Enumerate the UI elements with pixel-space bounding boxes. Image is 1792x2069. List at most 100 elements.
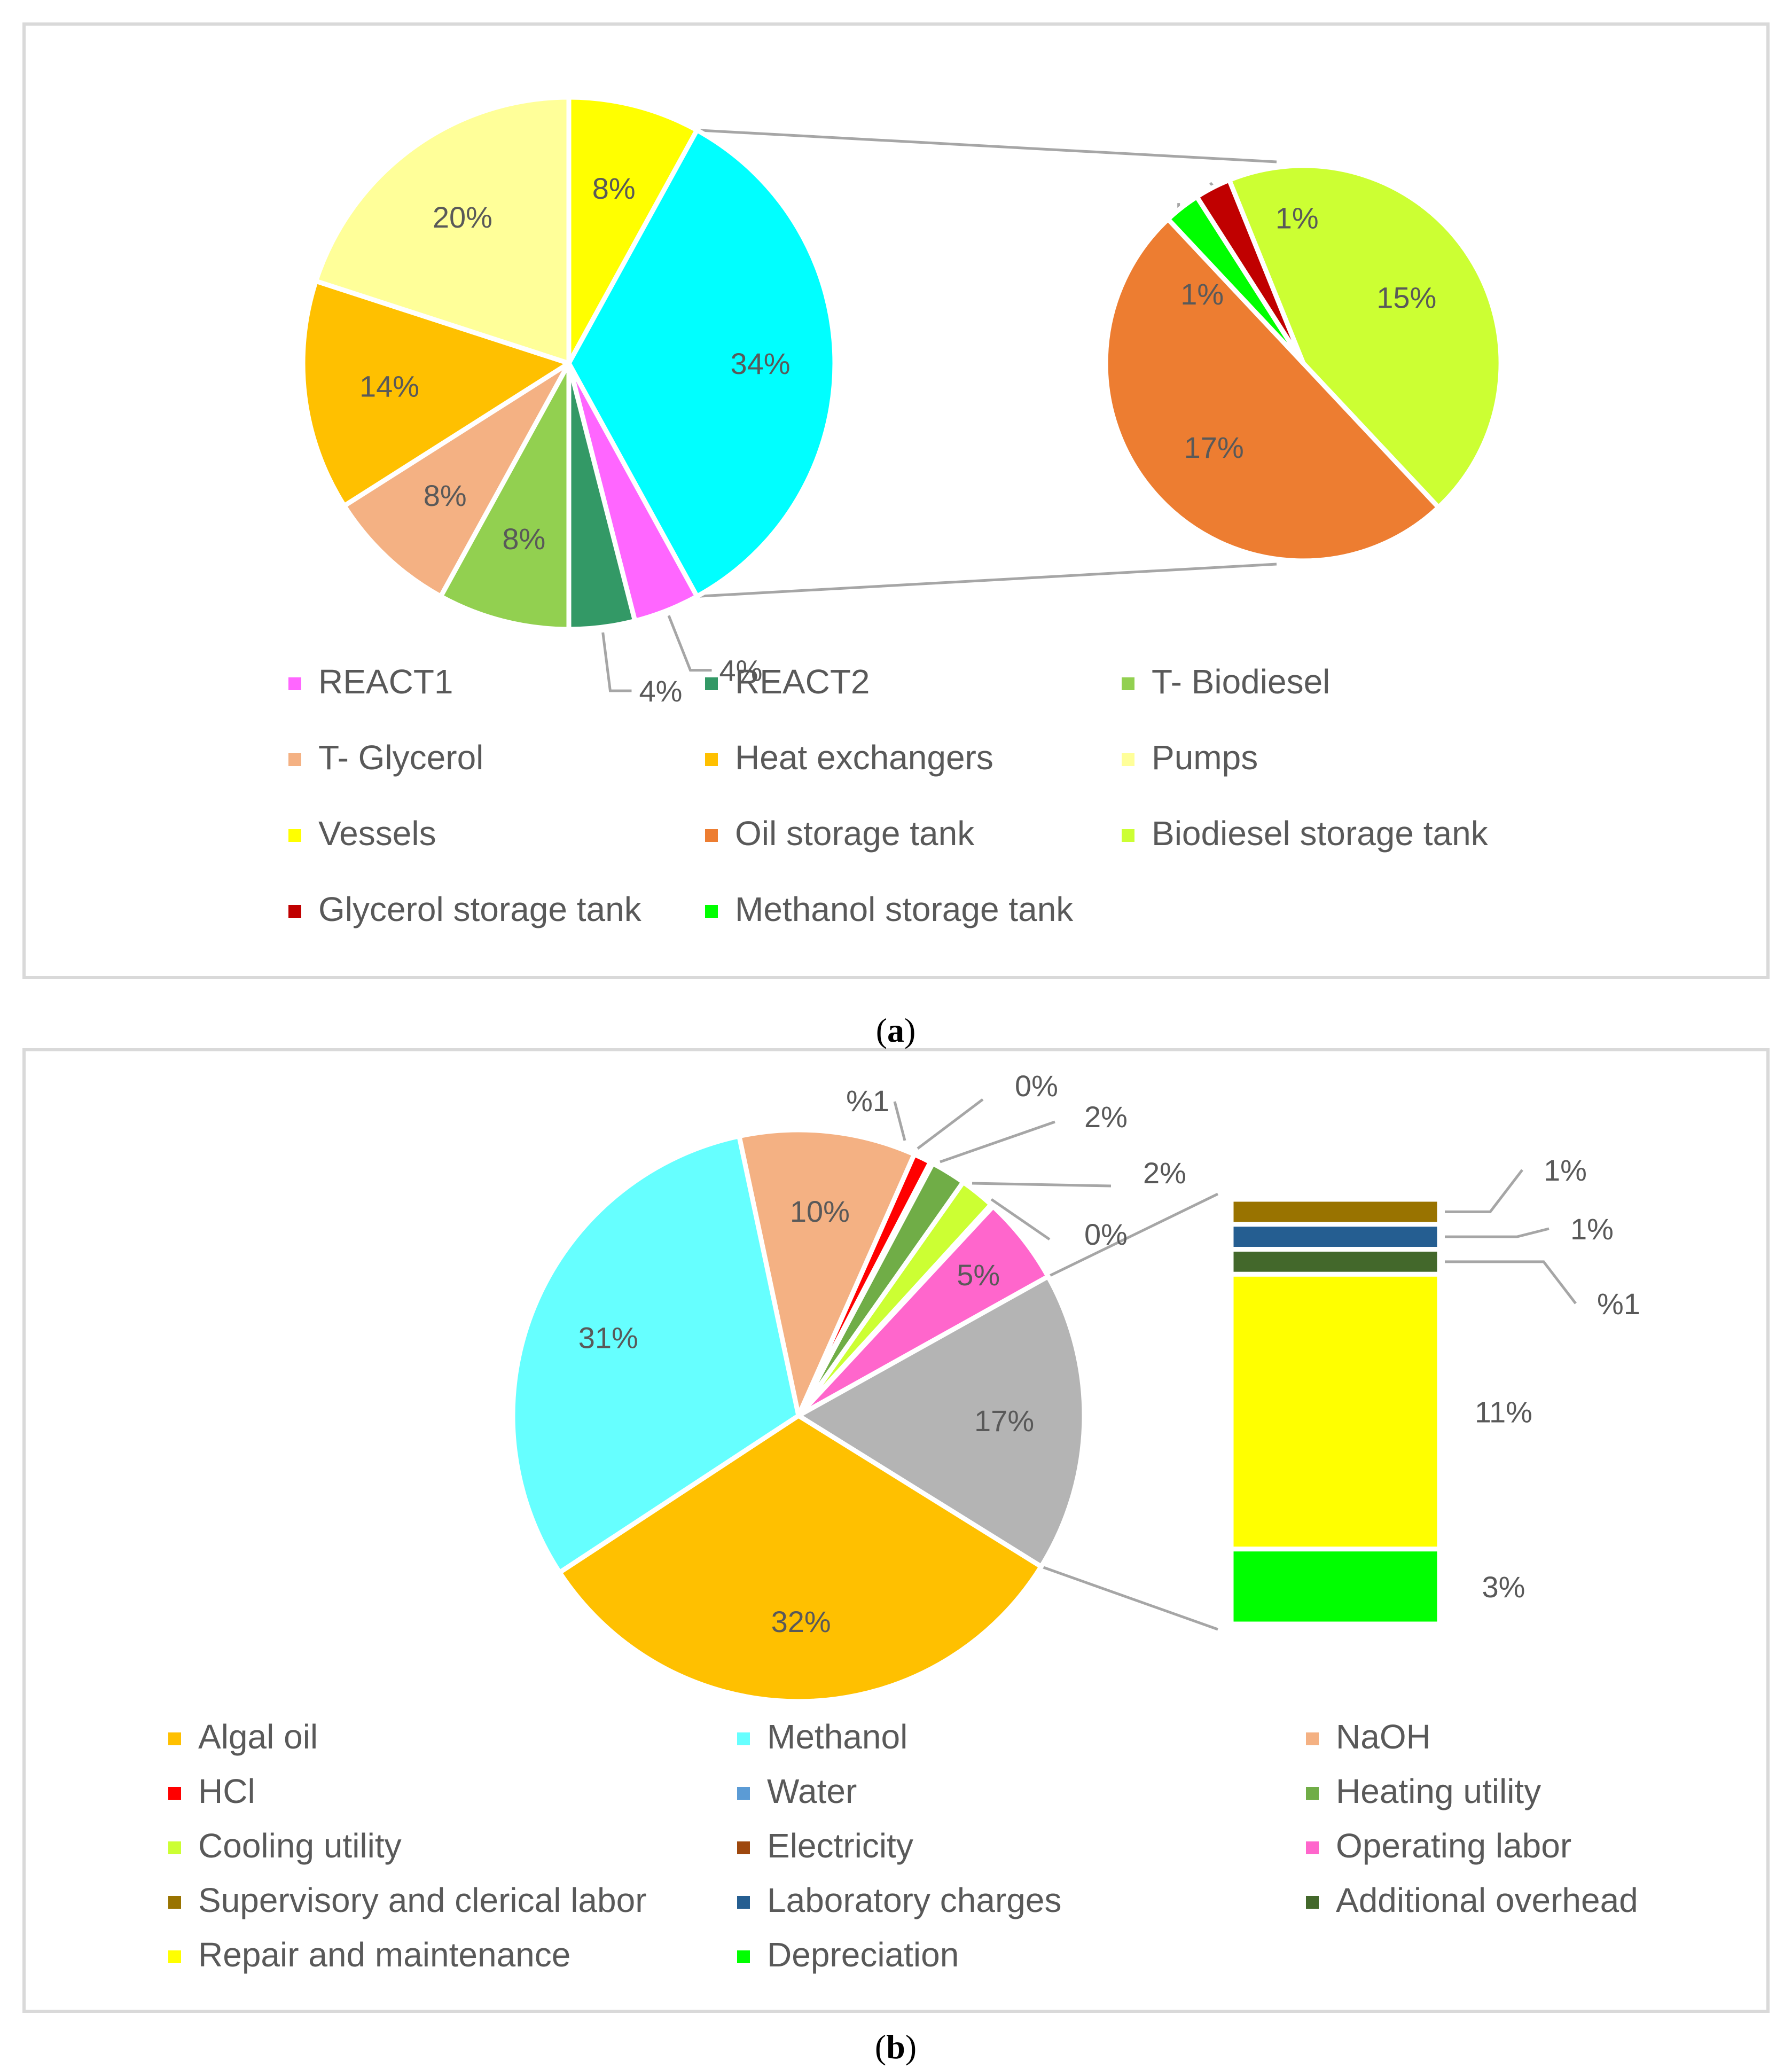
bar-b-label-additional-overhead: %1 bbox=[1597, 1287, 1640, 1321]
bar-b-segment-depreciation bbox=[1228, 1547, 1442, 1627]
pie-b-label-operating-labor: 5% bbox=[957, 1258, 1000, 1292]
legend-b-swatch-heating-utility bbox=[1306, 1787, 1319, 1800]
pie-b-label-methanol: 31% bbox=[578, 1321, 638, 1354]
legend-b-swatch-laboratory-charges bbox=[737, 1896, 750, 1909]
bar-b-secondary bbox=[1228, 1197, 1442, 1627]
bar-b-label-depreciation: 3% bbox=[1482, 1570, 1525, 1604]
legend-b-item-additional-overhead: Additional overhead bbox=[1336, 1881, 1638, 1919]
legend-b-item-hcl: HCl bbox=[198, 1772, 255, 1810]
pie-a-secondary-label-oil-storage-tank: 17% bbox=[1184, 431, 1244, 464]
legend-a-item-t-glycerol: T- Glycerol bbox=[318, 738, 483, 777]
legend-b-swatch-cooling-utility bbox=[168, 1841, 181, 1854]
pie-a-slice-heat-exchangers bbox=[300, 278, 572, 509]
pie-b-label-algal-oil: 32% bbox=[771, 1605, 831, 1638]
pie-b-slice-other bbox=[796, 1274, 1087, 1569]
pie-b-label-heating-utility: 2% bbox=[1084, 1100, 1128, 1134]
pie-a-slice-t-glycerol bbox=[342, 361, 572, 599]
legend-b-item-laboratory-charges: Laboratory charges bbox=[767, 1881, 1061, 1919]
pie-a-slice-vessels bbox=[566, 95, 700, 366]
legend-b-item-algal-oil: Algal oil bbox=[198, 1717, 318, 1756]
legend-b-swatch-repair-and-maintenance bbox=[168, 1950, 181, 1963]
legend-a-swatch-biodiesel-storage-tank bbox=[1122, 829, 1134, 842]
legend-a-item-pumps: Pumps bbox=[1152, 738, 1258, 777]
pie-b-label-cooling-utility: 2% bbox=[1143, 1156, 1186, 1190]
pie-a-label-t-biodiesel: 8% bbox=[502, 522, 545, 556]
legend-b-item-cooling-utility: Cooling utility bbox=[198, 1826, 402, 1865]
pie-a-secondary-label-glycerol-storage-tank: 1% bbox=[1275, 201, 1319, 235]
legend-b-swatch-algal-oil bbox=[168, 1732, 181, 1745]
bar-b-leader-laboratory-charges bbox=[1445, 1227, 1550, 1238]
legend-a-swatch-glycerol-storage-tank bbox=[288, 905, 301, 918]
legend-a-swatch-t-biodiesel bbox=[1122, 677, 1134, 690]
legend-a-item-react2: REACT2 bbox=[735, 662, 870, 701]
legend-a-item-methanol-storage-tank: Methanol storage tank bbox=[735, 890, 1074, 928]
legend-a-item-vessels: Vessels bbox=[318, 814, 436, 853]
legend-b-swatch-depreciation bbox=[737, 1950, 750, 1963]
panel-a-frame bbox=[22, 22, 1770, 979]
pie-a-label-t-glycerol: 8% bbox=[424, 479, 467, 512]
legend-a-swatch-react1 bbox=[288, 677, 301, 690]
pie-a-secondary-label-biodiesel-storage-tank: 15% bbox=[1376, 280, 1436, 314]
legend-a-swatch-pumps bbox=[1122, 753, 1134, 766]
pie-b-label-electricity: 0% bbox=[1084, 1217, 1128, 1251]
legend-b-swatch-operating-labor bbox=[1306, 1841, 1319, 1854]
legend-a-swatch-react2 bbox=[705, 677, 718, 690]
bar-b-leader-supervisory-and-clerical-labor bbox=[1445, 1169, 1523, 1213]
bar-b-label-supervisory-and-clerical-labor: 1% bbox=[1544, 1153, 1587, 1187]
pie-a-secondary-slice-oil-storage-tank bbox=[1103, 216, 1441, 564]
pie-a-label-vessels: 8% bbox=[592, 171, 636, 205]
legend-b-item-water: Water bbox=[767, 1772, 857, 1810]
bar-b-segment-additional-overhead bbox=[1228, 1247, 1442, 1277]
legend-a-swatch-heat-exchangers bbox=[705, 753, 718, 766]
legend-b-swatch-supervisory-and-clerical-labor bbox=[168, 1896, 181, 1909]
legend-b-swatch-electricity bbox=[737, 1841, 750, 1854]
pie-a-slice-pumps bbox=[313, 95, 572, 366]
pie-b-slice-naoh bbox=[737, 1127, 917, 1418]
pie-b-label-other: 17% bbox=[974, 1404, 1034, 1438]
bar-b-segment-laboratory-charges bbox=[1228, 1222, 1442, 1252]
legend-b-item-methanol: Methanol bbox=[767, 1717, 907, 1756]
legend-b-swatch-additional-overhead bbox=[1306, 1896, 1319, 1909]
legend-a-swatch-oil-storage-tank bbox=[705, 829, 718, 842]
pie-b-label-hcl: %1 bbox=[846, 1084, 889, 1118]
pie-a-label-react1: 4% bbox=[719, 654, 763, 688]
pie-a-secondary bbox=[1103, 163, 1504, 564]
legend-b-swatch-naoh bbox=[1306, 1732, 1319, 1745]
pie-a-connector-top bbox=[697, 129, 1277, 163]
legend-b-item-electricity: Electricity bbox=[767, 1826, 913, 1865]
pie-a-label-react2: 4% bbox=[639, 674, 682, 708]
legend-a-item-biodiesel-storage-tank: Biodiesel storage tank bbox=[1152, 814, 1489, 853]
pie-a-label-heat-exchangers: 14% bbox=[359, 369, 419, 403]
legend-b-swatch-methanol bbox=[737, 1732, 750, 1745]
legend-a-item-react1: REACT1 bbox=[318, 662, 453, 701]
legend-a: REACT1 REACT2 T- Biodiesel T- Glycerol Heat … bbox=[288, 662, 1489, 928]
pie-b-leader-hcl bbox=[893, 1101, 906, 1141]
legend-a-item-t-biodiesel: T- Biodiesel bbox=[1152, 662, 1330, 701]
bar-b-label-repair-and-maintenance: 11% bbox=[1475, 1395, 1532, 1429]
legend-a-item-oil-storage-tank: Oil storage tank bbox=[735, 814, 975, 853]
legend-a-item-glycerol-storage-tank: Glycerol storage tank bbox=[318, 890, 642, 928]
legend-b-item-supervisory-and-clerical-labor: Supervisory and clerical labor bbox=[198, 1881, 647, 1919]
pie-a-main bbox=[300, 95, 838, 632]
legend-a-swatch-methanol-storage-tank bbox=[705, 905, 718, 918]
pie-a-secondary-label-methanol-storage-tank: 1% bbox=[1180, 277, 1224, 311]
caption-a: (a) bbox=[876, 1011, 916, 1049]
pie-a-label-other: 34% bbox=[731, 347, 791, 380]
pie-b-connector-lines bbox=[893, 1098, 1577, 1631]
legend-b-item-depreciation: Depreciation bbox=[767, 1935, 959, 1974]
pie-a-secondary-slice-glycerol-storage-tank bbox=[1194, 177, 1306, 366]
pie-b-label-water: 0% bbox=[1015, 1069, 1058, 1103]
pie-b-connector-top bbox=[1047, 1192, 1219, 1278]
pie-a-connector-bottom bbox=[697, 563, 1277, 598]
pie-b-leader-heating-utility bbox=[940, 1120, 1055, 1164]
legend-b-item-naoh: NaOH bbox=[1336, 1717, 1431, 1756]
pie-a-leader-react2 bbox=[601, 632, 632, 692]
legend-b: Algal oil Methanol NaOH HCl Water Heating uti… bbox=[168, 1717, 1638, 1974]
pie-a-leader-react1 bbox=[667, 615, 712, 672]
pie-a-label-pumps: 20% bbox=[433, 200, 492, 234]
pie-b-leader-electricity bbox=[990, 1198, 1051, 1241]
bar-b-label-laboratory-charges: 1% bbox=[1570, 1212, 1614, 1246]
legend-b-item-operating-labor: Operating labor bbox=[1336, 1826, 1571, 1865]
pie-b-leader-cooling-utility bbox=[972, 1182, 1112, 1188]
